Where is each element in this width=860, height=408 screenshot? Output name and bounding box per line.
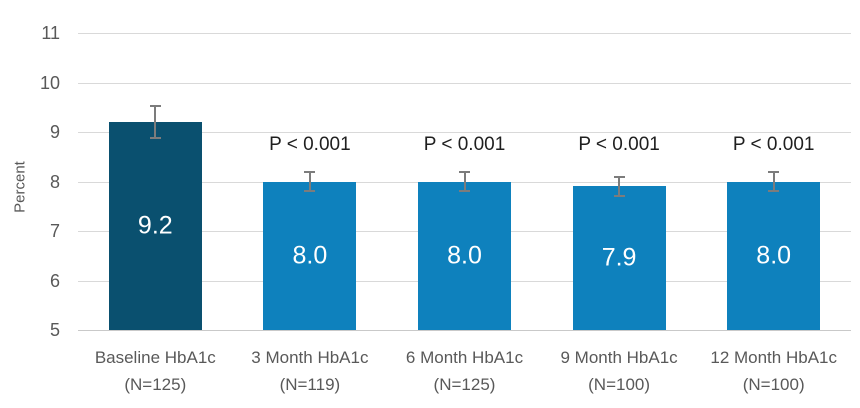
- error-bar-cap-bottom: [149, 137, 161, 140]
- y-tick-label: 9: [49, 122, 60, 142]
- y-tick-label: 5: [49, 320, 60, 340]
- error-bar-cap-bottom: [459, 190, 470, 193]
- gridline: [78, 33, 851, 34]
- error-bar-cap-bottom: [304, 190, 316, 193]
- bar-value-label: 8.0: [447, 241, 482, 270]
- bar: [263, 181, 357, 330]
- bar-value-label: 7.9: [601, 243, 637, 272]
- error-bar-cap-top: [304, 170, 316, 173]
- p-value-label: P < 0.001: [423, 134, 506, 155]
- p-value-label: P < 0.001: [732, 134, 815, 155]
- category-label: 9 Month HbA1c (N=100): [560, 348, 678, 394]
- error-bar: [772, 170, 775, 193]
- category-label: 3 Month HbA1c (N=119): [251, 348, 369, 394]
- bar-value-label: 8.0: [756, 241, 792, 270]
- y-tick-label: 6: [49, 270, 60, 291]
- x-axis-line: [78, 330, 851, 331]
- bar: [727, 181, 821, 330]
- y-tick-label: 11: [41, 23, 60, 43]
- error-bar: [154, 104, 157, 140]
- category-label: Baseline HbA1c (N=125): [94, 348, 216, 394]
- error-bar: [308, 170, 311, 193]
- error-bar-cap-top: [459, 170, 470, 173]
- error-bar-cap-bottom: [613, 195, 625, 198]
- bar-value-label: 9.2: [137, 211, 173, 240]
- bar: [418, 181, 511, 330]
- p-value-label: P < 0.001: [269, 134, 351, 155]
- error-bar-cap-top: [768, 170, 780, 173]
- error-bar: [618, 175, 621, 198]
- error-bar: [463, 170, 466, 193]
- category-label: 12 Month HbA1c (N=100): [710, 348, 837, 394]
- category-label: 6 Month HbA1c (N=125): [405, 348, 524, 394]
- bar: [108, 122, 202, 330]
- y-tick-label: 7: [49, 221, 60, 241]
- gridline: [78, 132, 851, 133]
- y-tick-label: 10: [39, 72, 60, 93]
- error-bar-cap-top: [613, 175, 625, 178]
- gridline: [78, 82, 851, 84]
- error-bar-cap-top: [149, 104, 161, 107]
- p-value-label: P < 0.001: [578, 134, 660, 155]
- error-bar-cap-bottom: [768, 190, 780, 193]
- y-tick-label: 8: [49, 171, 60, 192]
- bar-value-label: 8.0: [292, 241, 328, 270]
- bar: [572, 186, 666, 330]
